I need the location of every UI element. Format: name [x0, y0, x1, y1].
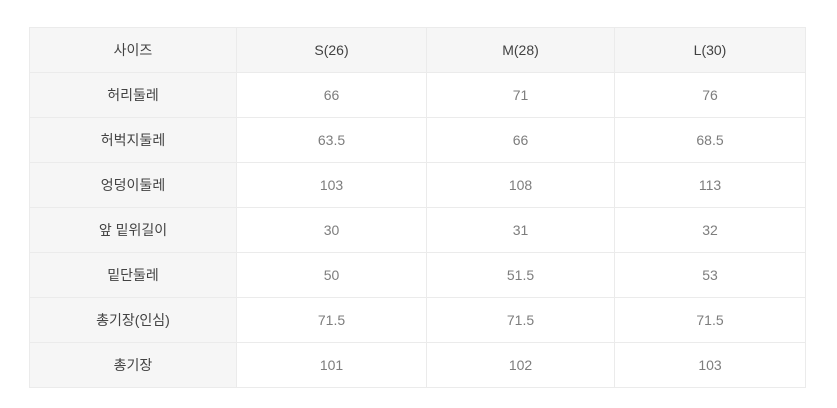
- size-value-cell: 71.5: [236, 297, 427, 343]
- size-value-cell: 63.5: [236, 117, 427, 163]
- column-header-l: L(30): [614, 27, 806, 73]
- row-label: 밑단둘레: [29, 252, 237, 298]
- column-header-s: S(26): [236, 27, 427, 73]
- size-value-cell: 50: [236, 252, 427, 298]
- size-value-cell: 103: [614, 342, 806, 388]
- header-row: 사이즈 S(26) M(28) L(30): [29, 27, 806, 73]
- size-value-cell: 53: [614, 252, 806, 298]
- row-label: 허리둘레: [29, 72, 237, 118]
- table-row-thigh: 허벅지둘레 63.5 66 68.5: [29, 117, 806, 163]
- size-value-cell: 113: [614, 162, 806, 208]
- size-value-cell: 66: [426, 117, 615, 163]
- row-label: 총기장: [29, 342, 237, 388]
- row-label: 허벅지둘레: [29, 117, 237, 163]
- table-row-total-length: 총기장 101 102 103: [29, 342, 806, 388]
- size-value-cell: 66: [236, 72, 427, 118]
- row-label: 엉덩이둘레: [29, 162, 237, 208]
- size-value-cell: 71.5: [614, 297, 806, 343]
- table-row-hip: 엉덩이둘레 103 108 113: [29, 162, 806, 208]
- size-value-cell: 102: [426, 342, 615, 388]
- size-value-cell: 108: [426, 162, 615, 208]
- size-value-cell: 30: [236, 207, 427, 253]
- size-value-cell: 68.5: [614, 117, 806, 163]
- table-row-waist: 허리둘레 66 71 76: [29, 72, 806, 118]
- table-row-hem: 밑단둘레 50 51.5 53: [29, 252, 806, 298]
- size-value-cell: 31: [426, 207, 615, 253]
- size-table: 사이즈 S(26) M(28) L(30) 허리둘레 66 71 76 허벅지둘…: [29, 27, 806, 388]
- size-value-cell: 76: [614, 72, 806, 118]
- table-row-front-rise: 앞 밑위길이 30 31 32: [29, 207, 806, 253]
- size-value-cell: 71.5: [426, 297, 615, 343]
- size-value-cell: 103: [236, 162, 427, 208]
- table-row-length-inseam: 총기장(인심) 71.5 71.5 71.5: [29, 297, 806, 343]
- column-header-m: M(28): [426, 27, 615, 73]
- size-value-cell: 51.5: [426, 252, 615, 298]
- size-value-cell: 32: [614, 207, 806, 253]
- size-value-cell: 101: [236, 342, 427, 388]
- row-label: 총기장(인심): [29, 297, 237, 343]
- size-header-cell: 사이즈: [29, 27, 237, 73]
- size-value-cell: 71: [426, 72, 615, 118]
- row-label: 앞 밑위길이: [29, 207, 237, 253]
